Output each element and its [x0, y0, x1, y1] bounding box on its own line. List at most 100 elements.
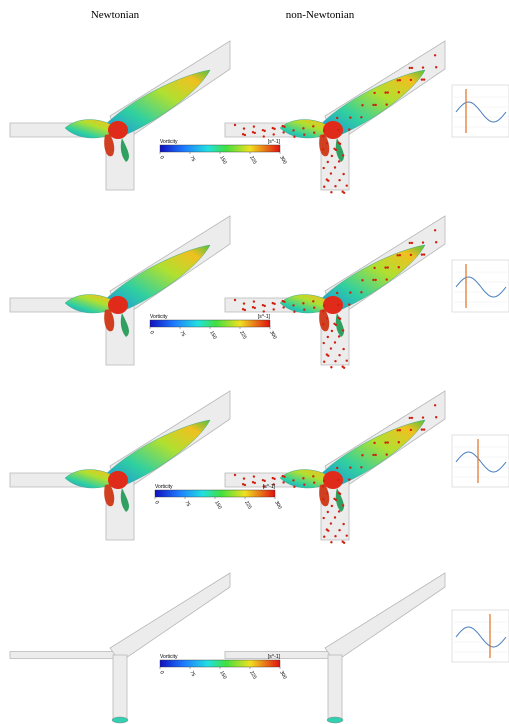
particle — [243, 127, 245, 129]
colorbar-tick-label: 225 — [248, 155, 257, 165]
colorbar-tick-label: 300 — [273, 500, 282, 510]
particle — [312, 475, 314, 477]
particle — [410, 254, 412, 256]
particle — [341, 191, 343, 193]
particle — [323, 342, 325, 344]
particle — [435, 66, 437, 68]
particle — [253, 475, 255, 477]
particle — [398, 441, 400, 443]
particle — [333, 498, 335, 500]
particle — [387, 441, 389, 443]
particle — [334, 360, 336, 362]
colorbar-tick-label: 0 — [148, 330, 155, 336]
particle — [282, 125, 284, 127]
particle — [253, 125, 255, 127]
particle — [234, 474, 236, 476]
particle — [326, 492, 328, 494]
phase-inset — [452, 85, 509, 137]
particle — [434, 404, 436, 406]
pipe — [328, 655, 342, 720]
colorbar-tick-label: 150 — [218, 670, 227, 680]
pipe — [325, 573, 445, 662]
particle — [322, 310, 324, 312]
particle — [360, 291, 362, 293]
particle — [346, 184, 348, 186]
particle — [322, 148, 324, 150]
particle — [336, 467, 338, 469]
particle — [411, 417, 413, 419]
pipe — [113, 655, 127, 720]
particle — [372, 104, 374, 106]
particle — [398, 266, 400, 268]
particle — [293, 136, 295, 138]
particle — [292, 479, 294, 481]
particle — [322, 135, 324, 137]
particle — [373, 267, 375, 269]
particle — [349, 291, 351, 293]
figure-row: Vorticity [s^-1] 0 75 150 225 300 — [10, 41, 509, 194]
particle — [434, 229, 436, 231]
colorbar-title: Vorticity — [155, 484, 173, 490]
colorbar-tick-label: 0 — [153, 500, 160, 506]
particle — [322, 485, 324, 487]
particle — [372, 279, 374, 281]
column-title: non-Newtonian — [286, 9, 355, 21]
particle — [330, 541, 332, 543]
particle — [323, 479, 325, 481]
particle — [282, 300, 284, 302]
particle — [242, 483, 244, 485]
particle — [242, 308, 244, 310]
colorbar-tick-label: 0 — [158, 670, 165, 676]
colorbar-tick-label: 150 — [218, 155, 227, 165]
colorbar-tick-label: 0 — [158, 155, 165, 161]
phase-inset — [452, 610, 509, 662]
particle — [262, 304, 264, 306]
particle — [272, 477, 274, 479]
colorbar-unit: [s^-1] — [268, 139, 281, 145]
particle — [322, 323, 324, 325]
colorbar-tick-label: 225 — [243, 500, 252, 510]
particle — [336, 292, 338, 294]
pipes — [225, 573, 445, 723]
figure-row: Vorticity[s^-1]075150225300 — [10, 573, 509, 723]
particle — [326, 317, 328, 319]
particle — [282, 481, 284, 483]
particle — [330, 172, 332, 174]
particle — [330, 347, 332, 349]
inlet — [112, 717, 128, 723]
particle — [303, 134, 305, 136]
particle — [242, 133, 244, 135]
particle — [384, 441, 386, 443]
colorbar-tick-label: 225 — [248, 670, 257, 680]
particle — [348, 478, 350, 480]
vortex — [65, 420, 210, 512]
particle — [293, 486, 295, 488]
particle — [323, 167, 325, 169]
phase-inset — [452, 260, 509, 312]
figure-row: Vorticity[s^-1]075150225300 — [10, 391, 509, 544]
pipe — [225, 652, 335, 659]
colorbar-unit: [s^-1] — [263, 484, 276, 490]
particle — [282, 306, 284, 308]
particle — [338, 335, 340, 337]
particle — [387, 266, 389, 268]
particle — [330, 522, 332, 524]
particle — [302, 302, 304, 304]
colorbar-tick-label: 300 — [268, 330, 277, 340]
particle — [397, 429, 399, 431]
particle — [331, 505, 333, 507]
colorbar-tick-label: 300 — [278, 155, 287, 165]
particle — [384, 266, 386, 268]
particle — [386, 103, 388, 105]
particle — [323, 517, 325, 519]
particle — [342, 329, 344, 331]
colorbar-title: Vorticity — [160, 139, 178, 145]
colorbar-tick-label: 75 — [183, 500, 191, 508]
particle — [386, 453, 388, 455]
colorbar-title: Vorticity — [150, 314, 168, 320]
colorbar-tick-label: 75 — [188, 155, 196, 163]
particle — [326, 178, 328, 180]
particle — [346, 534, 348, 536]
particle — [273, 133, 275, 135]
particle — [341, 541, 343, 543]
